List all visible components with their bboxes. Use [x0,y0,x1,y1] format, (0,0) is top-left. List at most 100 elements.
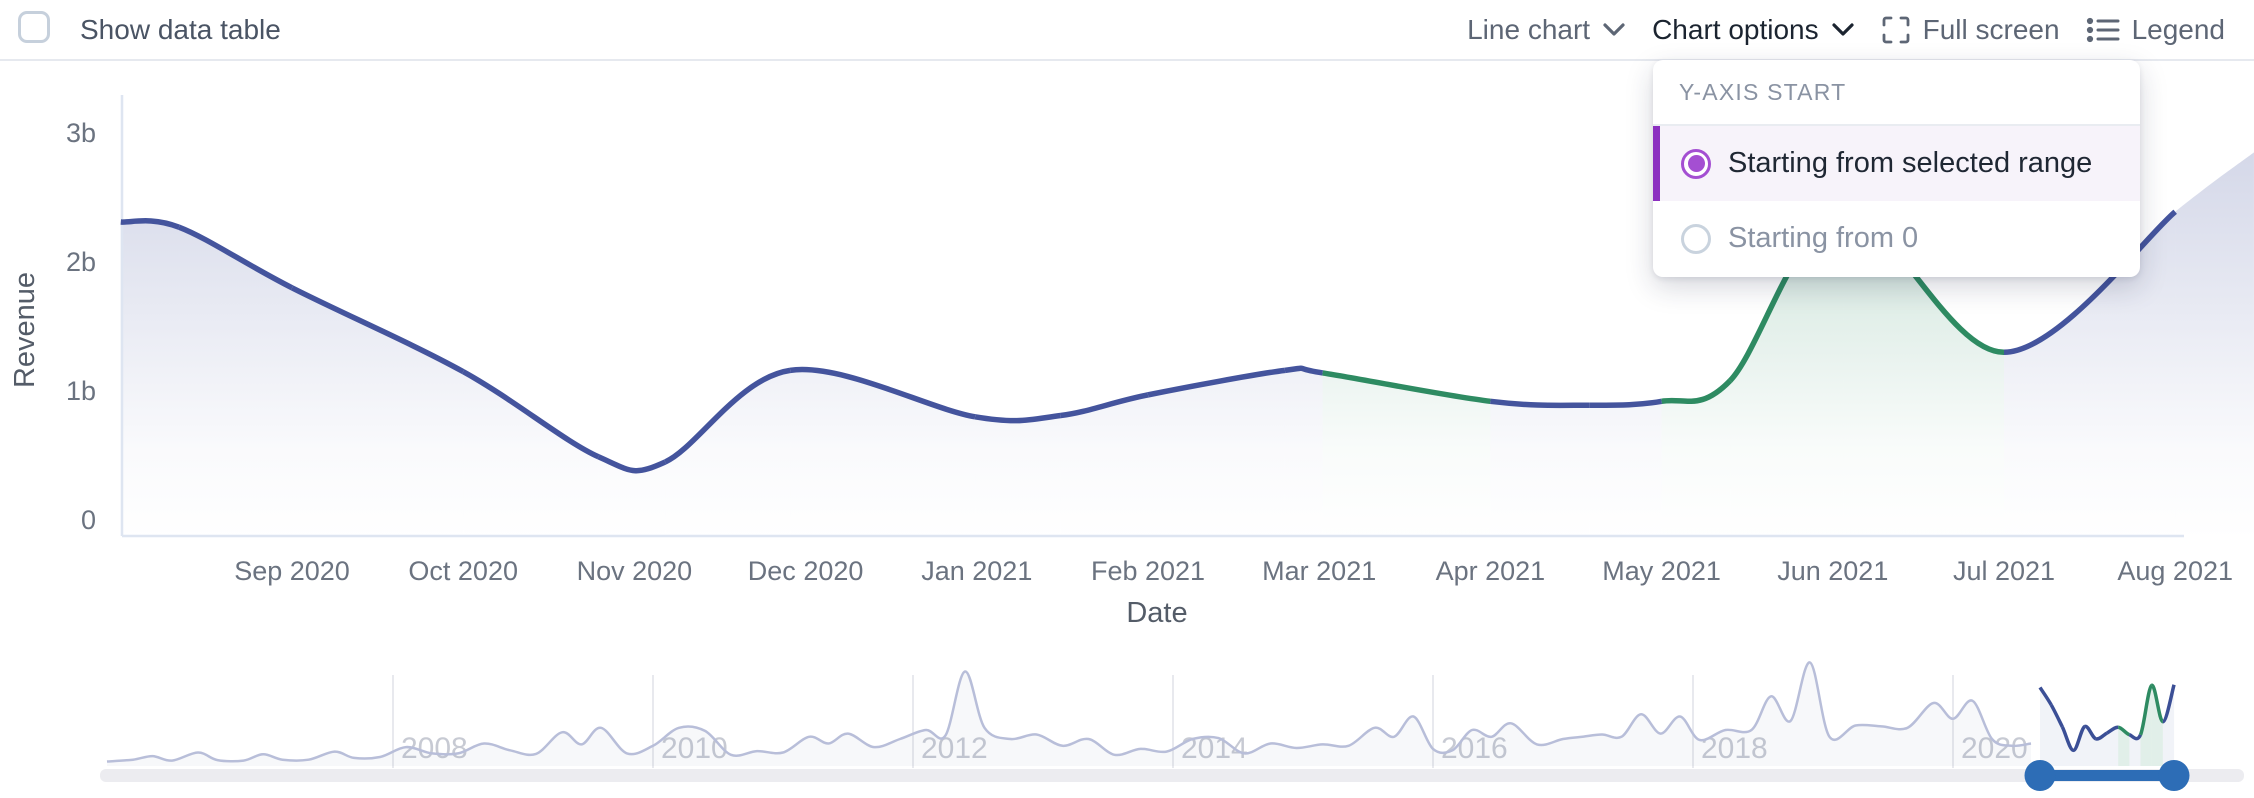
x-tick-label: Jul 2021 [1953,556,2055,586]
range-handle-left[interactable] [2024,760,2056,791]
legend-label: Legend [2131,14,2225,45]
revenue-line-segment [1322,370,1491,405]
navigator-selected-area [2140,685,2152,766]
revenue-line-segment [2003,209,2177,356]
show-data-table-label: Show data table [80,14,281,45]
navigator-selected-area [2162,684,2175,766]
radio-unselected-icon[interactable] [1681,223,1711,254]
area-fill [1322,372,1491,536]
navigator-selected-line [2161,684,2176,724]
option-starting-from-zero[interactable]: Starting from 0 [1653,201,2140,276]
year-label: 2012 [921,732,988,765]
navigator-selected-line [2117,725,2131,737]
x-tick-label: Jun 2021 [1777,556,1888,586]
revenue-line-segment [1661,378,1733,405]
legend-button[interactable]: Legend [2086,14,2225,46]
panel-header: Y-AXIS START [1679,78,1847,105]
year-label: 2016 [1441,732,1508,765]
legend-icon [2086,16,2120,44]
x-tick-label: Sep 2020 [234,556,350,586]
x-tick-label: Apr 2021 [1436,556,1546,586]
option-starting-from-selected-range[interactable]: Starting from selected range [1653,126,2140,201]
y-axis-title: Revenue [9,272,41,388]
area-fill [2175,152,2254,536]
area-fill [1490,401,1590,536]
area-fill [1284,368,1323,536]
chevron-down-icon [1602,22,1626,38]
navigator-selected-area [2118,727,2130,766]
revenue-line-segment [1147,367,1286,398]
area-fill [1148,370,1285,536]
full-screen-button[interactable]: Full screen [1881,14,2060,46]
radio-selected-icon[interactable] [1681,148,1711,179]
navigator-selected-line [2138,683,2154,736]
y-tick-label: 2b [66,247,96,277]
fullscreen-icon [1881,15,1911,45]
timeline-navigator[interactable]: 2008201020122014201620182020 [100,661,2244,791]
selected-accent-bar [1653,126,1660,201]
revenue-line-segment [290,285,465,375]
navigator-selected-line [2095,731,2108,741]
area-fill [598,456,666,536]
revenue-line-segment [597,454,667,474]
navigator-selected-line [2072,725,2086,753]
navigator-selected-area [2095,733,2108,766]
navigator-selected-area [2151,685,2163,766]
chevron-down-icon [1831,22,1855,38]
revenue-line-segment [1589,398,1663,408]
year-label: 2020 [1961,732,2028,765]
chart-options-label: Chart options [1652,14,1819,45]
option-label: Starting from selected range [1728,147,2093,179]
revenue-line-segment [461,369,600,460]
revenue-line-segment [789,366,976,420]
area-fill [975,415,1061,536]
navigator-selected-line [2083,724,2097,741]
navigator-selected-area [2051,704,2063,766]
x-tick-label: Nov 2020 [577,556,693,586]
navigator-selected-area [2107,727,2119,766]
revenue-line-segment [974,412,1062,424]
navigator-line [106,661,2032,763]
navigator-selected-line [2038,686,2053,706]
x-axis-title: Date [1126,597,1187,629]
x-tick-label: Oct 2020 [408,556,518,586]
navigator-selected-line [2049,703,2064,728]
year-label: 2010 [661,732,728,765]
x-tick-label: May 2021 [1602,556,1721,586]
revenue-line-segment [1284,365,1324,376]
scroll-track [100,769,2244,782]
revenue-line-segment [1490,398,1590,409]
x-tick-label: Dec 2020 [748,556,864,586]
area-fill [1730,214,1844,536]
y-axis-start-panel: Y-AXIS START Starting from selected rang… [1653,60,2140,277]
area-fill [120,220,180,536]
chart-type-dropdown[interactable]: Line chart [1467,14,1626,46]
area-fill [1589,401,1662,536]
x-tick-label: Aug 2021 [2117,556,2233,586]
chart-type-label: Line chart [1467,14,1591,45]
revenue-line-segment [120,218,180,230]
area-fill [463,371,599,536]
x-tick-label: Feb 2021 [1091,556,1205,586]
option-label: Starting from 0 [1728,222,1919,254]
navigator-selected-line [2060,726,2075,753]
revenue-line-segment [1060,392,1149,419]
area-fill [292,287,464,536]
chart-toolbar: Show data table Line chart Chart options [0,0,2254,61]
navigator-selected-line [2149,683,2165,724]
chart-options-dropdown[interactable]: Chart options [1652,14,1855,46]
y-tick-label: 3b [66,118,96,148]
range-slider-bar[interactable] [2040,770,2174,781]
show-data-table-checkbox[interactable] [18,11,50,43]
y-tick-label: 0 [81,505,96,535]
navigator-selected-line [2128,733,2143,741]
panel-divider [1653,124,2140,126]
area-fill [1843,214,2004,537]
navigator-selected-area [2129,734,2141,766]
area-fill [179,227,292,537]
navigator-selected-line [2106,725,2119,735]
x-tick-label: Jan 2021 [921,556,1032,586]
navigator-selected-area [2073,726,2085,766]
range-handle-right[interactable] [2158,760,2190,791]
